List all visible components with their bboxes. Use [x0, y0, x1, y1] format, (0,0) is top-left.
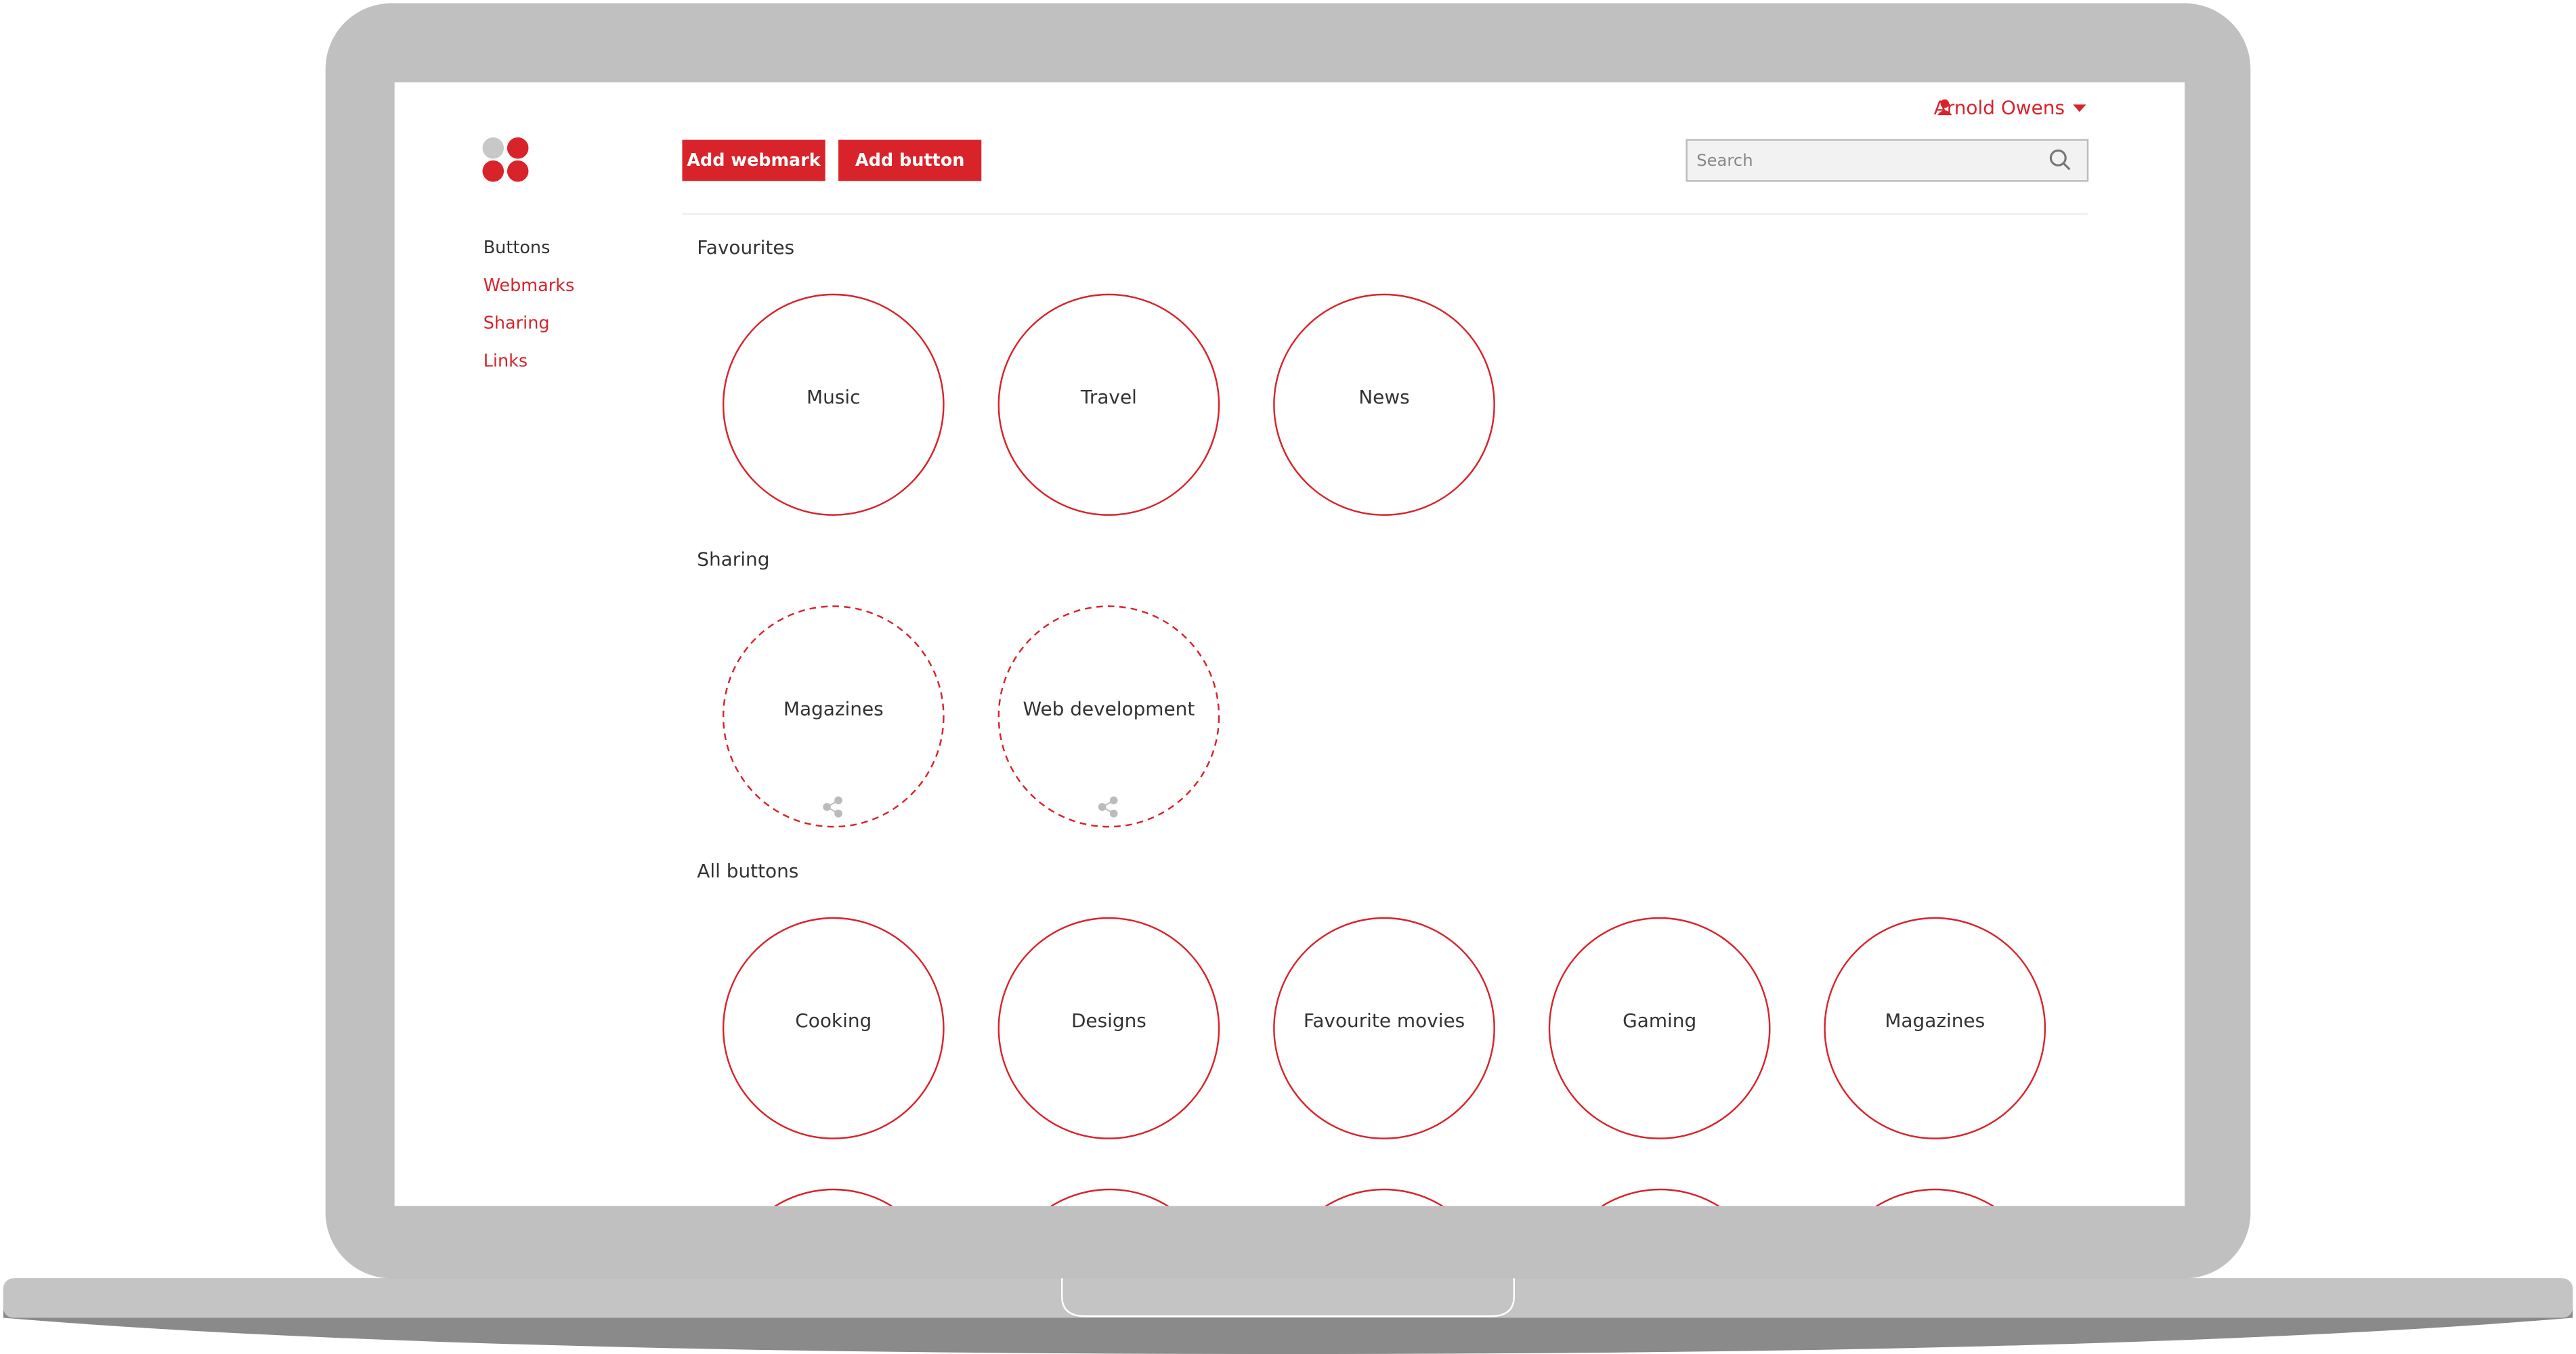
webmark-button[interactable]	[722, 917, 945, 1139]
webmark-button[interactable]	[722, 605, 945, 828]
webmark-button[interactable]	[1824, 917, 2046, 1139]
webmark-label[interactable]: Designs	[1071, 1009, 1146, 1032]
nav-link[interactable]: Sharing	[484, 313, 550, 334]
webmark-button[interactable]	[1273, 293, 1495, 516]
webmark-button[interactable]	[1273, 917, 1495, 1139]
partial-row	[774, 1188, 1995, 1206]
button-label[interactable]: Add webmark	[687, 150, 821, 171]
webmark-label[interactable]: News	[1358, 386, 1409, 408]
webmark-label[interactable]: Music	[807, 386, 860, 408]
user-menu[interactable]: Arnold Owens	[1934, 96, 2086, 118]
laptop-notch	[1060, 1278, 1516, 1317]
nav-link[interactable]: Buttons	[484, 238, 551, 258]
logo	[482, 137, 529, 182]
share-icon	[1098, 796, 1118, 818]
webmark-button[interactable]	[997, 917, 1220, 1139]
webmark-label[interactable]: Travel	[1080, 386, 1137, 408]
webmark-label[interactable]: Magazines	[783, 698, 884, 720]
webmark-label[interactable]: Magazines	[1885, 1009, 1985, 1032]
search-input[interactable]	[1686, 139, 2089, 182]
share-icon	[823, 796, 842, 818]
webmark-button[interactable]	[997, 293, 1220, 516]
section-title: Favourites	[697, 236, 794, 259]
add-button-button[interactable]	[838, 139, 982, 181]
button-label[interactable]: Add button	[855, 150, 965, 171]
webmark-label[interactable]: Gaming	[1623, 1009, 1696, 1032]
webmark-button[interactable]	[722, 293, 945, 516]
search-placeholder: Search	[1696, 150, 1753, 170]
webmark-button[interactable]	[1548, 917, 1771, 1139]
webmark-button[interactable]	[997, 605, 1220, 828]
nav-link[interactable]: Links	[484, 351, 528, 372]
webmark-label[interactable]: Cooking	[795, 1009, 872, 1032]
user-name[interactable]: Arnold Owens	[1934, 96, 2065, 118]
webmark-label[interactable]: Favourite movies	[1304, 1009, 1465, 1032]
webmark-label[interactable]: Web development	[1023, 698, 1195, 720]
search-icon[interactable]	[2049, 149, 2071, 171]
section-title: Sharing	[697, 548, 769, 570]
section-title: All buttons	[697, 860, 798, 882]
nav-link[interactable]: Webmarks	[484, 276, 575, 296]
add-webmark-button[interactable]	[682, 139, 825, 181]
